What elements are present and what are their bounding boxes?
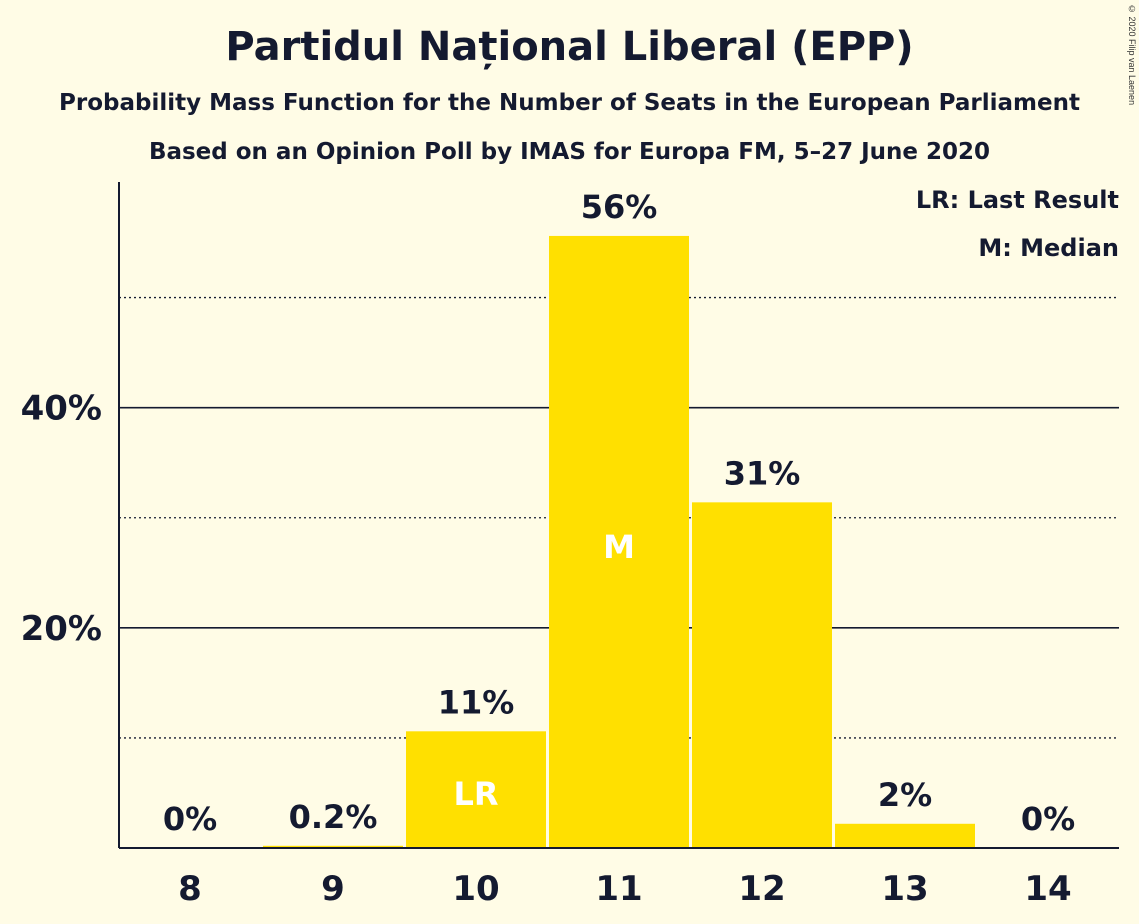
y-tick-label: 40% [21,389,102,429]
bar [835,823,975,848]
bar-value-label: 0.2% [289,798,378,836]
bar-value-label: 31% [724,454,801,492]
bar [549,235,689,848]
x-tick-label: 9 [321,869,345,909]
x-tick-label: 8 [178,869,202,909]
x-tick-label: 14 [1024,869,1071,909]
bar-value-label: 0% [163,800,217,838]
bar [263,845,403,848]
bar-annotation-m: M [603,528,635,566]
chart-source-subtitle: Based on an Opinion Poll by IMAS for Eur… [148,139,991,165]
x-tick-label: 10 [452,869,499,909]
bar [692,502,832,848]
bar-value-label: 2% [878,776,932,814]
chart-subtitle: Probability Mass Function for the Number… [59,90,1080,116]
bar-value-label: 56% [581,188,658,226]
legend-last-result: LR: Last Result [915,186,1119,214]
copyright-notice: © 2020 Filip van Laenen [1127,4,1137,106]
y-tick-label: 20% [21,609,102,649]
x-tick-label: 12 [738,869,785,909]
x-tick-label: 11 [595,869,642,909]
x-tick-label: 13 [881,869,928,909]
chart-title: Partidul Național Liberal (EPP) [225,24,914,70]
bar-value-label: 0% [1021,800,1075,838]
bar-annotation-lr: LR [453,775,498,813]
bar-value-label: 11% [438,683,515,721]
bar [406,731,546,848]
legend-median: M: Median [978,234,1119,262]
